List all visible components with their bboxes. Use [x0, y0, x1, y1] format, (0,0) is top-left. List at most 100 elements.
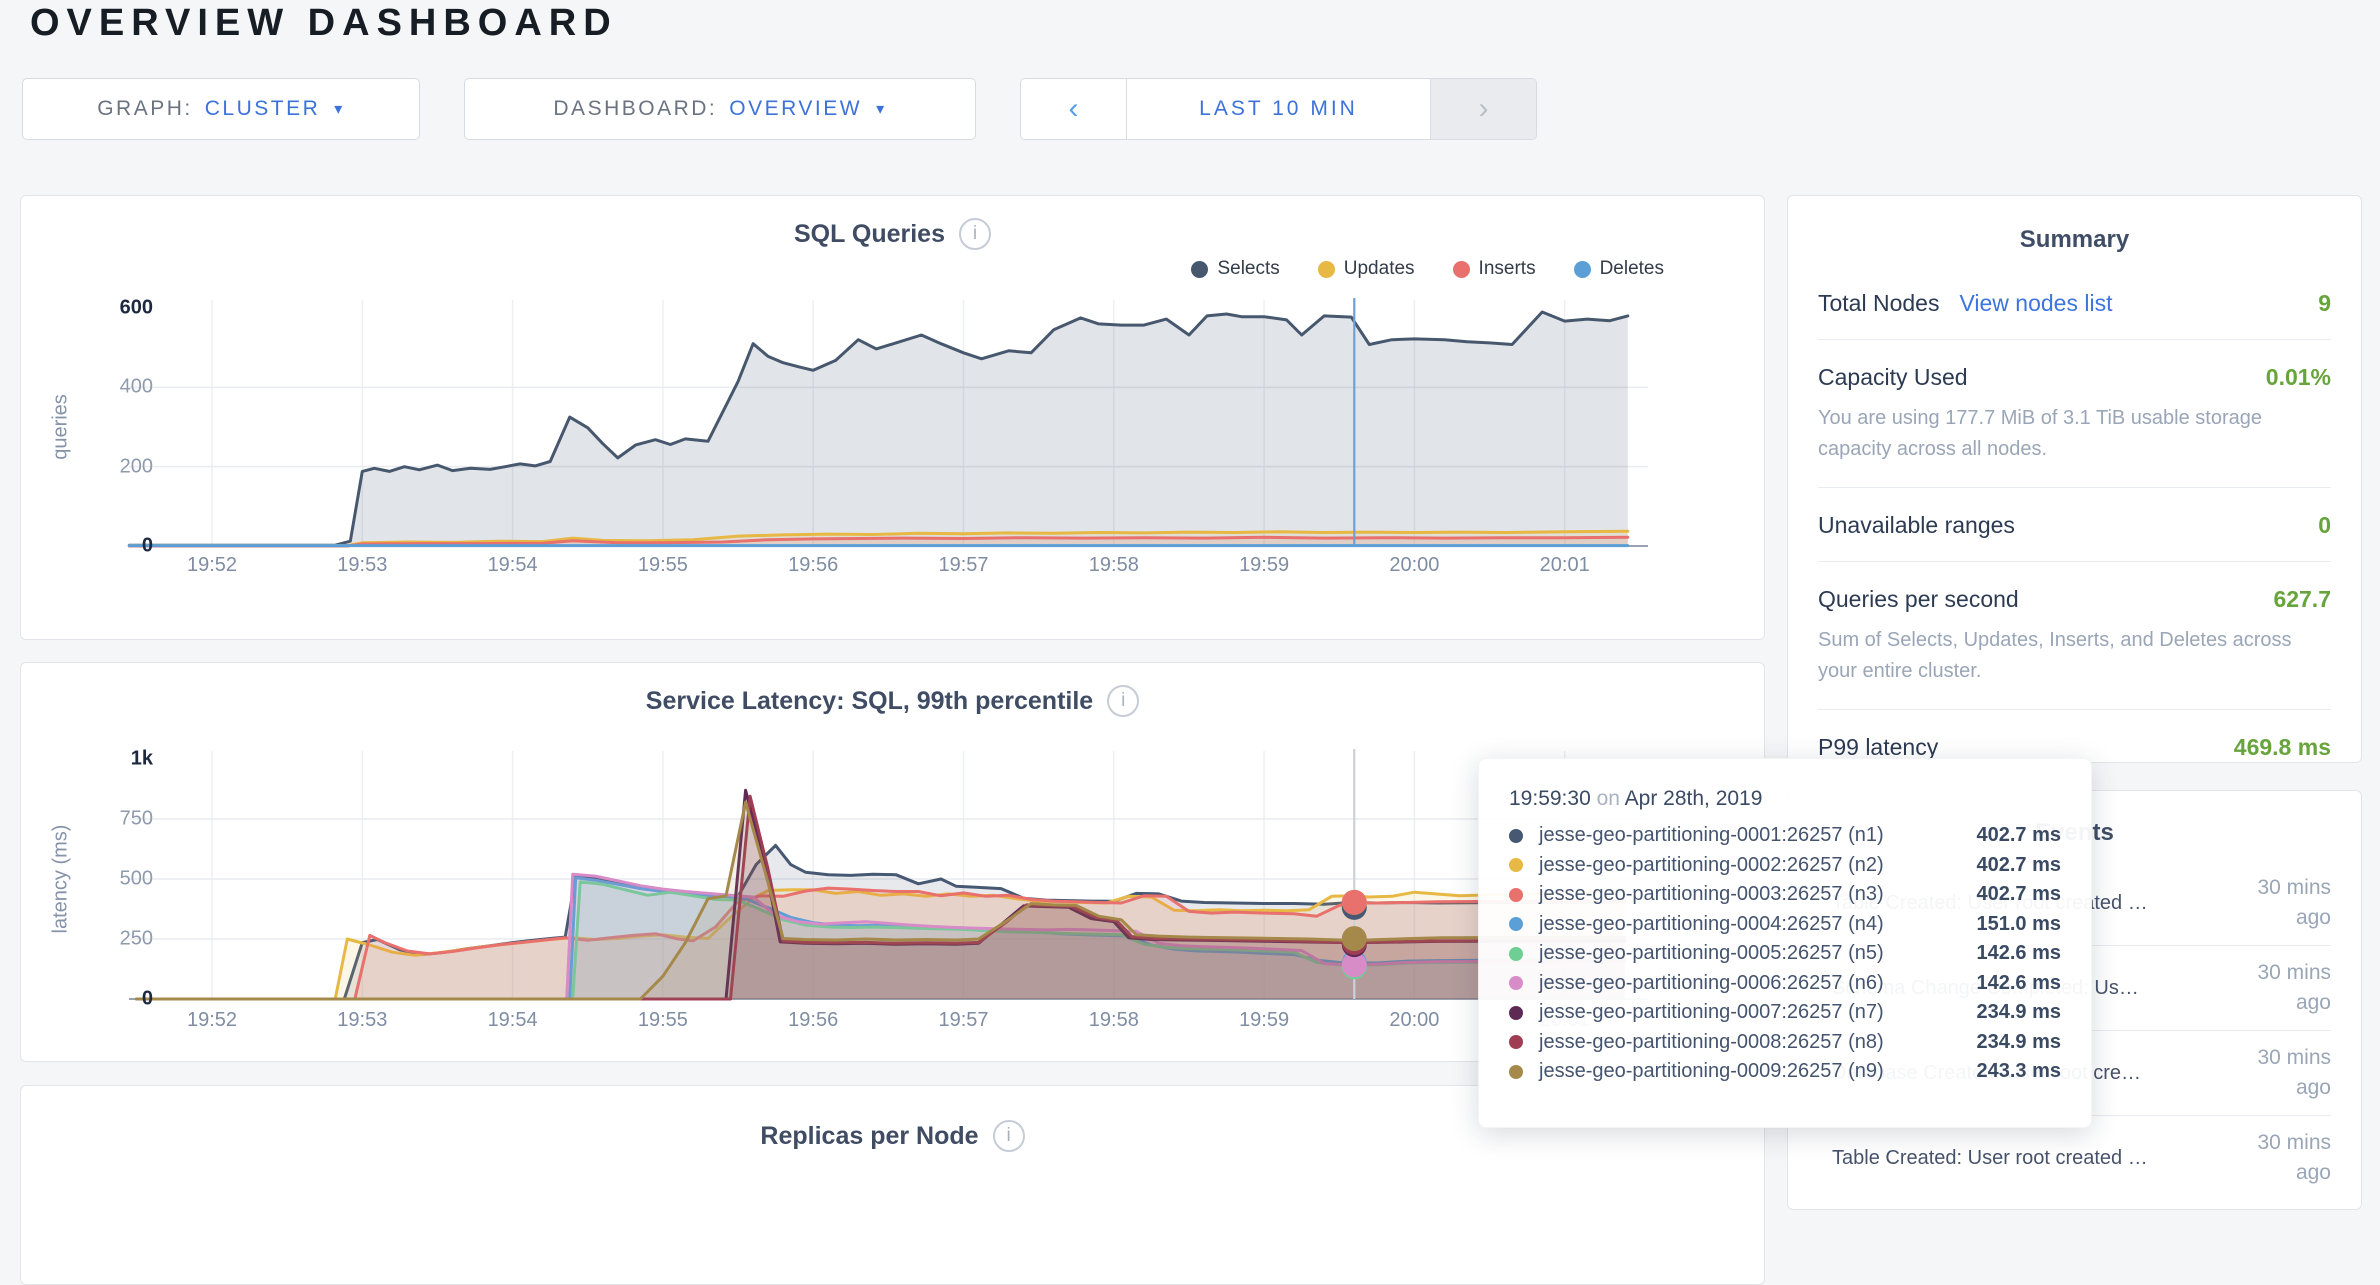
tooltip-node-row: jesse-geo-partitioning-0007:26257 (n7) 23… [1509, 998, 2061, 1028]
tooltip-node-value: 402.7 ms [1976, 883, 2061, 906]
capacity-used-description: You are using 177.7 MiB of 3.1 TiB usabl… [1818, 403, 2331, 465]
x-tick-label: 20:00 [1359, 554, 1469, 577]
time-range-value[interactable]: LAST 10 MIN [1126, 79, 1431, 139]
x-tick-label: 19:58 [1059, 554, 1169, 577]
tooltip-node-name: jesse-geo-partitioning-0007:26257 (n7) [1539, 1001, 1884, 1024]
tooltip-node-row: jesse-geo-partitioning-0008:26257 (n8)23… [1509, 1028, 2061, 1058]
view-nodes-list-link[interactable]: View nodes list [1959, 290, 2112, 317]
p99-latency-label: P99 latency [1818, 734, 1938, 761]
capacity-used-value: 0.01% [2266, 364, 2331, 391]
time-prev-button[interactable]: ‹ [1021, 79, 1126, 139]
legend-item-selects[interactable]: Selects [1191, 258, 1279, 280]
info-icon[interactable]: i [959, 218, 991, 250]
x-tick-label: 19:55 [608, 1009, 718, 1032]
service-latency-title-text: Service Latency: SQL, 99th percentile [646, 687, 1093, 716]
unavailable-ranges-value: 0 [2318, 512, 2331, 539]
capacity-used-label: Capacity Used [1818, 364, 1968, 391]
series-dot-icon [1509, 829, 1523, 843]
info-icon[interactable]: i [993, 1120, 1025, 1152]
tooltip-node-name: jesse-geo-partitioning-0002:26257 (n2) [1539, 854, 1884, 877]
legend-label: Updates [1344, 258, 1415, 280]
sql-queries-title: SQL Queries i [21, 218, 1764, 250]
qps-description: Sum of Selects, Updates, Inserts, and De… [1818, 625, 2331, 687]
series-dot-icon [1509, 1006, 1523, 1020]
x-tick-label: 19:59 [1209, 1009, 1319, 1032]
tooltip-node-row: jesse-geo-partitioning-0001:26257 (n1)40… [1509, 821, 2061, 851]
tooltip-node-value: 142.6 ms [1976, 972, 2061, 995]
graph-dropdown-value: CLUSTER [205, 97, 321, 121]
series-dot-icon [1509, 947, 1523, 961]
time-range-selector: ‹ LAST 10 MIN › [1020, 78, 1537, 140]
legend-dot-icon [1191, 261, 1208, 278]
qps-label: Queries per second [1818, 586, 2019, 613]
tooltip-node-value: 402.7 ms [1976, 854, 2061, 877]
x-tick-label: 19:53 [307, 554, 417, 577]
y-tick-label: 0 [61, 988, 153, 1011]
dashboard-dropdown-value: OVERVIEW [729, 97, 862, 121]
x-tick-label: 19:59 [1209, 554, 1319, 577]
tooltip-node-name: jesse-geo-partitioning-0008:26257 (n8) [1539, 1031, 1884, 1054]
x-tick-label: 20:00 [1359, 1009, 1469, 1032]
time-next-button[interactable]: › [1431, 79, 1536, 139]
summary-title: Summary [1788, 196, 2361, 266]
event-text: Table Created: User root created table… [1818, 1147, 2148, 1170]
y-tick-label: 750 [61, 808, 153, 831]
tooltip-node-value: 402.7 ms [1976, 824, 2061, 847]
total-nodes-label: Total Nodes [1818, 290, 1939, 317]
graph-dropdown[interactable]: GRAPH: CLUSTER ▾ [22, 78, 420, 140]
page-title: OVERVIEW DASHBOARD [30, 2, 618, 45]
tooltip-node-value: 151.0 ms [1976, 913, 2061, 936]
tooltip-node-name: jesse-geo-partitioning-0004:26257 (n4) [1539, 913, 1884, 936]
tooltip-preposition: on [1597, 787, 1620, 810]
legend-item-inserts[interactable]: Inserts [1453, 258, 1536, 280]
legend-label: Selects [1217, 258, 1279, 280]
tooltip-node-row: jesse-geo-partitioning-0009:26257 (n9)24… [1509, 1057, 2061, 1087]
tooltip-node-row: jesse-geo-partitioning-0004:26257 (n4) 15… [1509, 910, 2061, 940]
series-dot-icon [1509, 858, 1523, 872]
chart-hover-tooltip: 19:59:30 on Apr 28th, 2019 jesse-geo-par… [1478, 758, 2092, 1128]
service-latency-title: Service Latency: SQL, 99th percentile i [21, 685, 1764, 717]
series-dot-icon [1509, 917, 1523, 931]
legend-dot-icon [1453, 261, 1470, 278]
series-dot-icon [1509, 888, 1523, 902]
tooltip-node-value: 234.9 ms [1976, 1001, 2061, 1024]
summary-panel: Summary Total Nodes View nodes list 9 Ca… [1787, 195, 2362, 763]
y-tick-label: 600 [61, 297, 153, 320]
sql-queries-panel: SQL Queries i Selects Updates Inserts Delet… [20, 195, 1765, 640]
series-dot-icon [1509, 1065, 1523, 1079]
total-nodes-value: 9 [2318, 290, 2331, 317]
hover-marker-dot [1342, 926, 1367, 951]
x-tick-label: 19:52 [157, 1009, 267, 1032]
tooltip-node-name: jesse-geo-partitioning-0003:26257 (n3) [1539, 883, 1884, 906]
event-timestamp: 30 mins ago [2221, 958, 2331, 1018]
tooltip-node-name: jesse-geo-partitioning-0009:26257 (n9) [1539, 1060, 1884, 1083]
event-timestamp: 30 mins ago [2221, 873, 2331, 933]
x-tick-label: 19:57 [909, 1009, 1019, 1032]
tooltip-node-name: jesse-geo-partitioning-0005:26257 (n5) [1539, 942, 1884, 965]
dashboard-dropdown-label: DASHBOARD: [553, 97, 717, 121]
x-tick-label: 20:01 [1510, 554, 1620, 577]
sql-queries-title-text: SQL Queries [794, 220, 945, 249]
replicas-per-node-title-text: Replicas per Node [760, 1122, 978, 1151]
event-timestamp: 30 mins ago [2221, 1043, 2331, 1103]
x-tick-label: 19:53 [307, 1009, 417, 1032]
unavailable-ranges-label: Unavailable ranges [1818, 512, 2015, 539]
x-tick-label: 19:56 [758, 1009, 868, 1032]
event-timestamp: 30 mins ago [2221, 1128, 2331, 1188]
tooltip-time: 19:59:30 [1509, 787, 1591, 810]
x-tick-label: 19:54 [458, 554, 568, 577]
y-axis-title: latency (ms) [50, 825, 73, 934]
tooltip-header: 19:59:30 on Apr 28th, 2019 [1509, 787, 2061, 811]
tooltip-node-row: jesse-geo-partitioning-0005:26257 (n5)14… [1509, 939, 2061, 969]
x-tick-label: 19:52 [157, 554, 267, 577]
graph-dropdown-label: GRAPH: [97, 97, 193, 121]
legend-item-deletes[interactable]: Deletes [1574, 258, 1664, 280]
dashboard-dropdown[interactable]: DASHBOARD: OVERVIEW ▾ [464, 78, 976, 140]
y-axis-title: queries [50, 394, 73, 460]
legend-item-updates[interactable]: Updates [1318, 258, 1415, 280]
legend-label: Deletes [1600, 258, 1664, 280]
info-icon[interactable]: i [1107, 685, 1139, 717]
summary-row-unavailable-ranges: Unavailable ranges 0 [1818, 487, 2331, 561]
y-tick-label: 1k [61, 748, 153, 771]
tooltip-date: Apr 28th, 2019 [1625, 787, 1763, 810]
